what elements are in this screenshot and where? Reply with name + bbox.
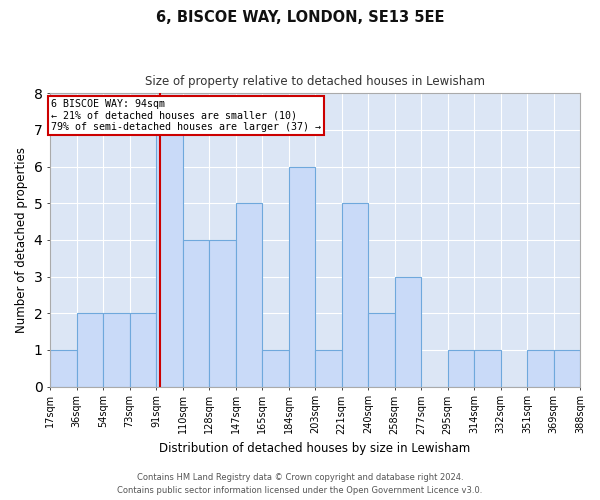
Bar — [527, 350, 554, 387]
Text: 6, BISCOE WAY, LONDON, SE13 5EE: 6, BISCOE WAY, LONDON, SE13 5EE — [156, 10, 444, 25]
Bar — [130, 313, 156, 386]
Text: Contains HM Land Registry data © Crown copyright and database right 2024.
Contai: Contains HM Land Registry data © Crown c… — [118, 474, 482, 495]
Bar — [103, 313, 130, 386]
Bar — [448, 350, 474, 387]
Bar — [262, 350, 289, 387]
Bar — [368, 313, 395, 386]
Bar — [236, 204, 262, 386]
Y-axis label: Number of detached properties: Number of detached properties — [15, 147, 28, 333]
Bar — [209, 240, 236, 386]
Bar — [77, 313, 103, 386]
Bar — [554, 350, 580, 387]
Bar — [341, 204, 368, 386]
Bar — [474, 350, 500, 387]
Bar — [289, 166, 315, 386]
Bar — [156, 130, 182, 386]
Bar — [50, 350, 77, 387]
Bar — [395, 276, 421, 386]
Bar — [182, 240, 209, 386]
X-axis label: Distribution of detached houses by size in Lewisham: Distribution of detached houses by size … — [160, 442, 470, 455]
Text: 6 BISCOE WAY: 94sqm
← 21% of detached houses are smaller (10)
79% of semi-detach: 6 BISCOE WAY: 94sqm ← 21% of detached ho… — [52, 99, 322, 132]
Bar — [315, 350, 341, 387]
Title: Size of property relative to detached houses in Lewisham: Size of property relative to detached ho… — [145, 75, 485, 88]
